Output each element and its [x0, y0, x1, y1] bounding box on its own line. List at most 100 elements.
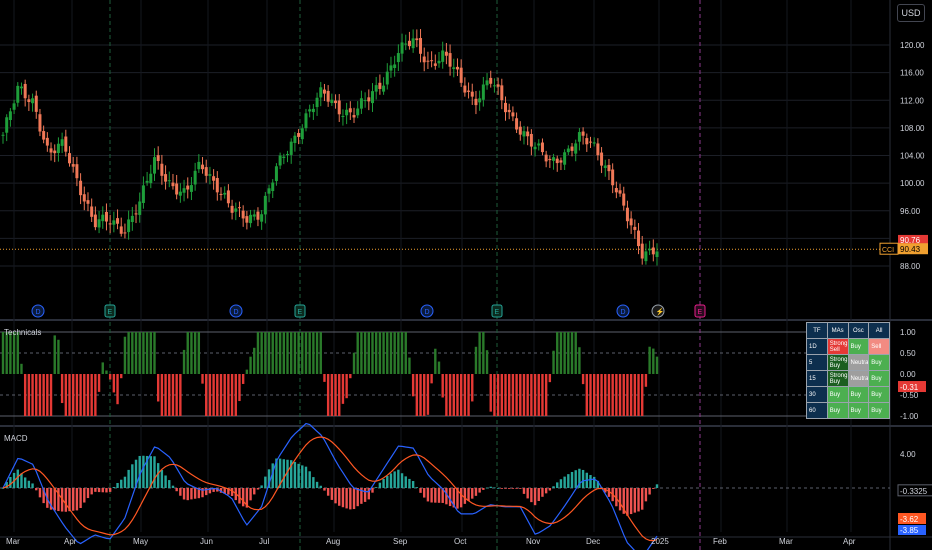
candlestick-series [1, 29, 659, 266]
currency-button[interactable]: USD [897, 4, 925, 22]
technicals-row: 60 Buy Buy Buy [806, 402, 890, 419]
event-marker-earnings-upcoming[interactable] [694, 304, 706, 318]
technicals-bar [94, 374, 97, 416]
event-marker-dividend[interactable] [31, 304, 45, 318]
macd-hist-bar [5, 481, 8, 488]
event-marker-letter: E [298, 309, 303, 316]
technicals-bar [97, 374, 101, 392]
candle-body [585, 138, 589, 145]
candle-body [8, 111, 12, 121]
macd-hist-bar [541, 488, 544, 497]
event-marker-earnings[interactable] [104, 304, 116, 318]
event-marker-dividend[interactable] [616, 304, 630, 318]
candle-body [411, 38, 415, 49]
macd-hist-bar [282, 459, 286, 488]
candle-body [533, 146, 537, 150]
technicals-tick-label: 0.00 [900, 370, 916, 379]
candle-body [552, 157, 556, 161]
candle-body [197, 161, 201, 170]
macd-hist-bar [463, 488, 467, 504]
macd-hist-bar [563, 476, 566, 488]
candle-body [156, 155, 160, 161]
macd-hist-bar [160, 469, 164, 488]
technicals-bar [138, 332, 141, 374]
candle-body [485, 80, 489, 86]
technicals-bar [31, 374, 34, 416]
candle-body [219, 193, 223, 195]
macd-hist-bar [633, 488, 637, 513]
candle-body [223, 192, 227, 195]
technicals-cell-mas: Buy [826, 386, 849, 403]
candle-body [467, 90, 471, 92]
candle-body [311, 108, 315, 113]
macd-hist-bar [386, 475, 389, 488]
technicals-bar [522, 374, 526, 416]
technicals-col-header: MAs [826, 322, 849, 339]
technicals-bar [508, 374, 511, 416]
candle-body [419, 38, 423, 54]
technicals-bar [297, 332, 300, 374]
technicals-bar [64, 374, 68, 416]
technicals-bar [9, 332, 12, 374]
technicals-bar [592, 374, 596, 416]
macd-hist-bar [290, 460, 293, 488]
technicals-bar [600, 374, 603, 416]
event-marker-split[interactable] [651, 304, 665, 318]
macd-hist-bar [275, 458, 278, 488]
candle-body [282, 156, 286, 158]
signal-line [2, 436, 658, 542]
macd-hist-bar [38, 488, 42, 498]
technicals-cell-tf: 30 [806, 386, 828, 403]
candle-body [319, 87, 323, 98]
technicals-bar [578, 347, 581, 374]
macd-hist-bar [338, 488, 341, 506]
technicals-bar [83, 374, 86, 416]
technicals-bar [120, 374, 123, 379]
macd-hist-bar [267, 469, 271, 488]
technicals-bar [286, 332, 289, 374]
macd-hist-bar [1, 488, 5, 489]
technicals-row: 1D Strong Sell Buy Sell [806, 338, 890, 355]
macd-hist-bar [374, 487, 378, 488]
candle-body [201, 164, 205, 170]
technicals-bar [249, 356, 252, 374]
macd-hist-bar [27, 480, 31, 488]
candle-body [592, 142, 596, 144]
candle-body [75, 164, 79, 179]
macd-hist-bar [415, 487, 419, 488]
candle-body [178, 191, 182, 196]
candle-body [49, 148, 53, 153]
event-marker-dividend[interactable] [420, 304, 434, 318]
macd-hist-bar [574, 470, 577, 488]
macd-hist-bar [83, 488, 86, 503]
technicals-row: 5 Strong Buy Neutral Buy [806, 354, 890, 371]
candle-body [407, 40, 411, 47]
candle-body [34, 95, 38, 112]
macd-hist-bar [293, 461, 297, 488]
event-marker-earnings[interactable] [294, 304, 306, 318]
technicals-bar [68, 374, 71, 416]
technicals-bar [12, 332, 16, 374]
macd-hist-bar [515, 488, 518, 489]
candle-body [559, 160, 563, 163]
event-marker-earnings[interactable] [491, 304, 503, 318]
candle-body [448, 53, 452, 67]
technicals-bar [515, 374, 518, 416]
candle-body [138, 201, 142, 215]
technicals-bar [131, 332, 134, 374]
candle-body [193, 170, 197, 185]
event-marker-dividend[interactable] [229, 304, 243, 318]
event-marker-letter: D [234, 309, 239, 316]
candle-body [108, 223, 112, 225]
candle-body [374, 85, 378, 92]
candle-body [5, 117, 9, 133]
price-tick-label: 100.00 [900, 179, 925, 188]
macd-hist-bar [23, 477, 27, 488]
event-markers[interactable]: D E D E D E D ⚡ E [31, 304, 706, 318]
technicals-cell-tf: 60 [806, 402, 828, 419]
candle-body [474, 98, 478, 106]
macd-hist-bar [271, 463, 274, 488]
candle-body [230, 205, 234, 213]
macd-hist-bar [212, 488, 215, 492]
